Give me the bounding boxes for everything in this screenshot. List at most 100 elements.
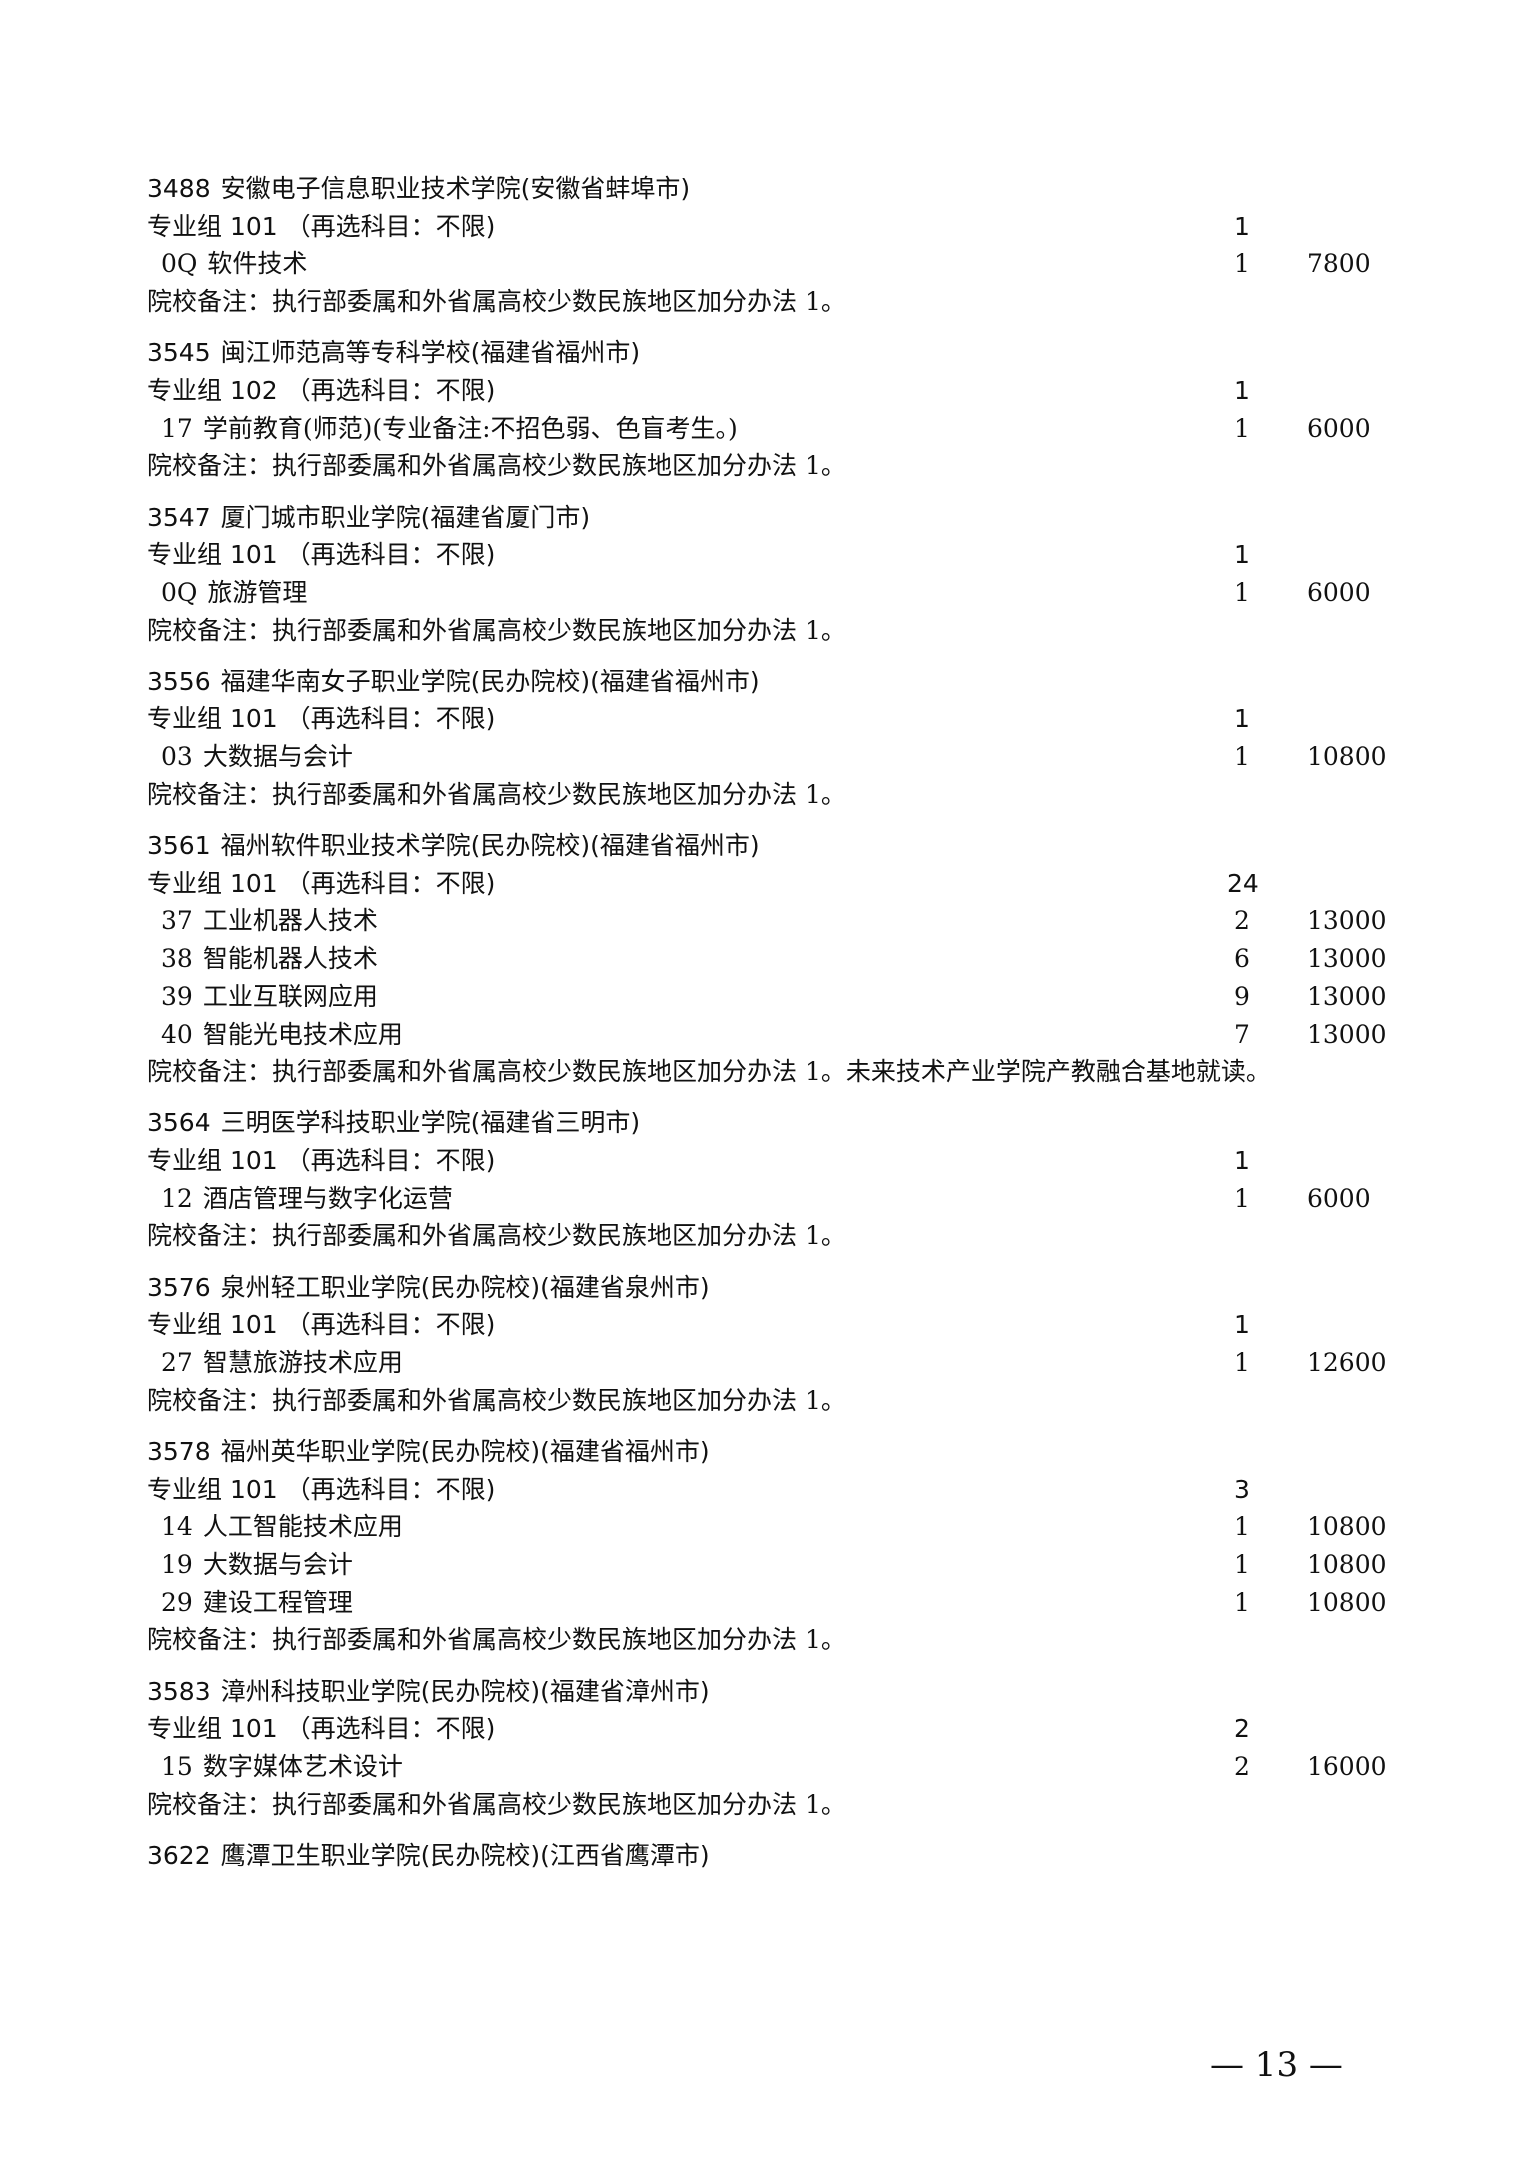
major-row: 17 学前教育(师范)(专业备注:不招色弱、色盲考生。) 1 6000 (147, 410, 1387, 448)
major-count: 1 (1234, 1587, 1250, 1617)
school-block: 3576 泉州轻工职业学院(民办院校)(福建省泉州市) 专业组 101 （再选科目：… (147, 1269, 1387, 1420)
major-count: 2 (1234, 906, 1250, 936)
major-fee: 13000 (1307, 944, 1387, 974)
school-header: 3547 厦门城市职业学院(福建省厦门市) (147, 499, 1387, 537)
major-row: 40 智能光电技术应用 7 13000 (147, 1016, 1387, 1054)
group-label: 专业组 101 （再选科目：不限) (147, 1310, 496, 1340)
major-fee: 6000 (1307, 577, 1371, 607)
school-note: 院校备注：执行部委属和外省属高校少数民族地区加分办法 1。 (147, 283, 1387, 321)
note-wrap: 院校备注：执行部委属和外省属高校少数民族地区加分办法 1。未来技术产业学院产教融… (147, 1053, 1377, 1091)
note-wrap: 院校备注：执行部委属和外省属高校少数民族地区加分办法 1。 (147, 1786, 1377, 1824)
group-label: 专业组 101 （再选科目：不限) (147, 704, 496, 734)
major-count: 2 (1234, 1751, 1250, 1781)
school-note: 院校备注：执行部委属和外省属高校少数民族地区加分办法 1。 (147, 447, 1387, 485)
note-label: 院校备注： (147, 1385, 273, 1415)
school-name: 福建华南女子职业学院(民办院校)(福建省福州市) (220, 666, 760, 696)
major-row: 03 大数据与会计 1 10800 (147, 738, 1387, 776)
major-code: 38 (161, 944, 193, 974)
group-count: 2 (1234, 1714, 1250, 1744)
school-name: 福州软件职业技术学院(民办院校)(福建省福州市) (220, 831, 760, 861)
school-block: 3583 漳州科技职业学院(民办院校)(福建省漳州市) 专业组 101 （再选科目：… (147, 1673, 1387, 1824)
group-label: 专业组 101 （再选科目：不限) (147, 1146, 496, 1176)
major-name: 酒店管理与数字化运营 (202, 1183, 453, 1213)
school-header: 3564 三明医学科技职业学院(福建省三明市) (147, 1104, 1387, 1142)
school-header: 3622 鹰潭卫生职业学院(民办院校)(江西省鹰潭市) (147, 1837, 1387, 1875)
school-name: 漳州科技职业学院(民办院校)(福建省漳州市) (220, 1676, 710, 1706)
group-count: 1 (1234, 1146, 1250, 1176)
school-block: 3488 安徽电子信息职业技术学院(安徽省蚌埠市) 专业组 101 （再选科目：不限… (147, 170, 1387, 321)
group-count: 1 (1234, 540, 1250, 570)
note-wrap: 院校备注：执行部委属和外省属高校少数民族地区加分办法 1。 (147, 1621, 1377, 1659)
school-block: 3561 福州软件职业技术学院(民办院校)(福建省福州市) 专业组 101 （再选科… (147, 827, 1387, 1091)
major-code: 29 (161, 1587, 193, 1617)
major-fee: 13000 (1307, 1019, 1387, 1049)
group-label: 专业组 101 （再选科目：不限) (147, 211, 496, 241)
group-row: 专业组 101 （再选科目：不限) 1 (147, 1142, 1387, 1180)
major-fee: 13000 (1307, 906, 1387, 936)
group-label: 专业组 102 （再选科目：不限) (147, 375, 496, 405)
major-fee: 10800 (1307, 1512, 1387, 1542)
group-row: 专业组 101 （再选科目：不限) 3 (147, 1471, 1387, 1509)
major-code: 37 (161, 906, 193, 936)
note-label: 院校备注： (147, 451, 273, 481)
major-name: 工业机器人技术 (202, 906, 378, 936)
major-row: 37 工业机器人技术 2 13000 (147, 902, 1387, 940)
major-name: 学前教育(师范)(专业备注:不招色弱、色盲考生。) (202, 413, 738, 443)
major-fee: 10800 (1307, 1587, 1387, 1617)
group-count: 1 (1234, 211, 1250, 241)
note-label: 院校备注： (147, 615, 273, 645)
major-count: 7 (1234, 1019, 1250, 1049)
note-label: 院校备注： (147, 287, 273, 317)
note-wrap: 院校备注：执行部委属和外省属高校少数民族地区加分办法 1。 (147, 447, 1377, 485)
group-row: 专业组 101 （再选科目：不限) 1 (147, 536, 1387, 574)
school-code: 3556 (147, 666, 211, 696)
group-row: 专业组 101 （再选科目：不限) 1 (147, 700, 1387, 738)
note-wrap: 院校备注：执行部委属和外省属高校少数民族地区加分办法 1。 (147, 776, 1377, 814)
group-row: 专业组 101 （再选科目：不限) 2 (147, 1710, 1387, 1748)
school-code: 3547 (147, 502, 211, 532)
group-row: 专业组 101 （再选科目：不限) 1 (147, 208, 1387, 246)
school-note: 院校备注：执行部委属和外省属高校少数民族地区加分办法 1。 (147, 1217, 1387, 1255)
group-row: 专业组 101 （再选科目：不限) 1 (147, 1306, 1387, 1344)
school-code: 3564 (147, 1108, 211, 1138)
group-label: 专业组 101 （再选科目：不限) (147, 1714, 496, 1744)
school-header: 3576 泉州轻工职业学院(民办院校)(福建省泉州市) (147, 1269, 1387, 1307)
major-row: 15 数字媒体艺术设计 2 16000 (147, 1748, 1387, 1786)
major-count: 1 (1234, 1549, 1250, 1579)
major-code: 39 (161, 981, 193, 1011)
group-count: 3 (1234, 1474, 1250, 1504)
major-name: 软件技术 (207, 249, 308, 279)
note-text: 执行部委属和外省属高校少数民族地区加分办法 1。 (272, 287, 846, 317)
major-name: 人工智能技术应用 (202, 1512, 403, 1542)
major-row: 14 人工智能技术应用 1 10800 (147, 1508, 1387, 1546)
major-code: 27 (161, 1348, 193, 1378)
major-fee: 6000 (1307, 1183, 1371, 1213)
school-code: 3576 (147, 1272, 211, 1302)
major-fee: 13000 (1307, 981, 1387, 1011)
school-note: 院校备注：执行部委属和外省属高校少数民族地区加分办法 1。 (147, 1786, 1387, 1824)
note-text: 执行部委属和外省属高校少数民族地区加分办法 1。 (272, 451, 846, 481)
major-code: 0Q (161, 577, 198, 607)
major-code: 15 (161, 1751, 193, 1781)
major-code: 12 (161, 1183, 193, 1213)
school-header: 3583 漳州科技职业学院(民办院校)(福建省漳州市) (147, 1673, 1387, 1711)
school-block: 3547 厦门城市职业学院(福建省厦门市) 专业组 101 （再选科目：不限) 1 0Q… (147, 499, 1387, 650)
note-text: 执行部委属和外省属高校少数民族地区加分办法 1。 (272, 1385, 846, 1415)
note-wrap: 院校备注：执行部委属和外省属高校少数民族地区加分办法 1。 (147, 612, 1377, 650)
school-block: 3556 福建华南女子职业学院(民办院校)(福建省福州市) 专业组 101 （再选科… (147, 663, 1387, 814)
note-wrap: 院校备注：执行部委属和外省属高校少数民族地区加分办法 1。 (147, 1382, 1377, 1420)
major-count: 1 (1234, 1183, 1250, 1213)
major-name: 旅游管理 (207, 577, 308, 607)
major-fee: 10800 (1307, 742, 1387, 772)
major-fee: 6000 (1307, 413, 1371, 443)
note-label: 院校备注： (147, 1221, 273, 1251)
group-row: 专业组 101 （再选科目：不限) 24 (147, 865, 1387, 903)
major-name: 大数据与会计 (202, 742, 353, 772)
major-count: 9 (1234, 981, 1250, 1011)
school-name: 泉州轻工职业学院(民办院校)(福建省泉州市) (220, 1272, 710, 1302)
school-note: 院校备注：执行部委属和外省属高校少数民族地区加分办法 1。 (147, 1382, 1387, 1420)
note-text: 执行部委属和外省属高校少数民族地区加分办法 1。 (272, 1625, 846, 1655)
major-count: 6 (1234, 944, 1250, 974)
major-row: 27 智慧旅游技术应用 1 12600 (147, 1344, 1387, 1382)
school-header: 3488 安徽电子信息职业技术学院(安徽省蚌埠市) (147, 170, 1387, 208)
